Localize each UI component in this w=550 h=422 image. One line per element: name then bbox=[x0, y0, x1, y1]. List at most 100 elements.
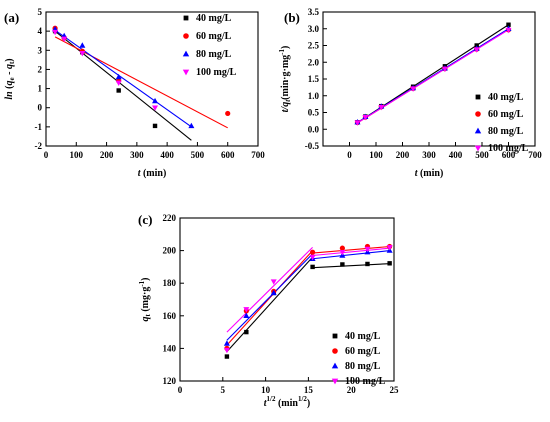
x-tick-label: 25 bbox=[390, 385, 400, 395]
x-tick-label: 400 bbox=[160, 150, 174, 160]
x-axis-var: t bbox=[415, 168, 419, 179]
data-point-4 bbox=[152, 105, 159, 111]
x-tick-label: 100 bbox=[369, 150, 383, 160]
y-tick-label: 4 bbox=[38, 26, 43, 36]
y-tick-label: 200 bbox=[163, 246, 177, 256]
x-tick-label: 300 bbox=[130, 150, 144, 160]
y-tick-label: 0 bbox=[38, 103, 43, 113]
legend-marker-3 bbox=[474, 127, 482, 134]
data-point-4 bbox=[410, 86, 417, 92]
data-point-3 bbox=[270, 289, 277, 296]
y-tick-label: 2.0 bbox=[308, 57, 320, 67]
data-point-4 bbox=[243, 307, 250, 313]
y-tick-label: 1.5 bbox=[308, 74, 320, 84]
data-point-2 bbox=[309, 249, 316, 255]
fit-line-2-1 bbox=[226, 250, 313, 346]
x-axis-unit: (min) bbox=[140, 168, 166, 179]
legend-marker-3 bbox=[182, 50, 190, 57]
y-tick-label: 180 bbox=[163, 278, 177, 288]
x-tick-label: 700 bbox=[528, 150, 542, 160]
data-point-1 bbox=[506, 22, 511, 27]
legend-label-3: 80 mg/L bbox=[196, 49, 232, 60]
data-point-4 bbox=[386, 245, 393, 251]
x-tick-label: 200 bbox=[396, 150, 410, 160]
x-tick-label: 15 bbox=[304, 385, 314, 395]
y-tick-label: 3.5 bbox=[308, 7, 320, 17]
legend-marker-1 bbox=[332, 333, 338, 339]
chart-panel-3: 0 5 10 15 20 25 120 140 160 180 200 220 40 mg/L 60 mg… bbox=[138, 212, 399, 409]
fit-line-2-2 bbox=[312, 245, 390, 254]
x-tick-label: 600 bbox=[221, 150, 235, 160]
legend-marker-3 bbox=[331, 362, 339, 369]
x-axis-unit-exp: 1/2 bbox=[298, 395, 307, 403]
y-axis-title: qt (mg·g-1) bbox=[138, 277, 152, 321]
data-point-1 bbox=[116, 88, 121, 93]
x-axis-unit-close: ) bbox=[307, 398, 310, 409]
y-tick-label: 3 bbox=[38, 45, 43, 55]
legend-label-1: 40 mg/L bbox=[196, 13, 232, 24]
fit-line-1-2 bbox=[312, 263, 390, 269]
data-point-3 bbox=[79, 42, 86, 48]
legend-marker-2 bbox=[332, 348, 338, 354]
legend-label-2: 60 mg/L bbox=[345, 346, 381, 357]
legend-marker-1 bbox=[475, 94, 481, 100]
data-point-3 bbox=[152, 97, 159, 104]
x-tick-label: 600 bbox=[502, 150, 516, 160]
fit-line-3-1 bbox=[226, 253, 313, 341]
legend-label-1: 40 mg/L bbox=[345, 331, 381, 342]
data-point-1 bbox=[244, 329, 249, 335]
data-point-4 bbox=[354, 120, 361, 126]
legend-marker-4 bbox=[182, 69, 190, 76]
y-axis-title: ln (qe - qt) bbox=[4, 58, 16, 99]
x-tick-label: 100 bbox=[70, 150, 84, 160]
x-tick-label: 0 bbox=[178, 385, 183, 395]
y-tick-label: 0.5 bbox=[308, 108, 320, 118]
y-tick-label: -0.5 bbox=[305, 141, 320, 151]
data-point-1 bbox=[224, 354, 230, 359]
legend-label-3: 80 mg/L bbox=[345, 361, 381, 372]
x-tick-label: 700 bbox=[251, 150, 265, 160]
data-point-4 bbox=[52, 29, 59, 36]
chart-panel-1: 0 100 200 300 400 500 600 700 -2 -1 0 1 2 3 4 5 40 mg/L 6… bbox=[4, 7, 265, 179]
x-axis-unit: (min) bbox=[417, 168, 443, 179]
data-point-2 bbox=[339, 245, 345, 251]
data-point-1 bbox=[365, 261, 370, 267]
legend-marker-2 bbox=[475, 111, 481, 117]
data-point-4 bbox=[223, 347, 230, 354]
legend-marker-4 bbox=[474, 145, 482, 152]
data-point-1 bbox=[310, 264, 315, 270]
y-tick-label: 0.0 bbox=[308, 124, 320, 134]
x-axis-exp: 1/2 bbox=[267, 395, 276, 403]
legend-marker-4 bbox=[331, 378, 339, 385]
data-point-4 bbox=[441, 66, 448, 73]
data-point-4 bbox=[378, 104, 385, 111]
x-axis-title: t (min) bbox=[138, 168, 167, 179]
x-axis-title: t1/2 (min1/2) bbox=[264, 395, 311, 409]
y-tick-label: 1 bbox=[38, 84, 43, 94]
y-tick-label: 2.5 bbox=[308, 41, 320, 51]
data-point-4 bbox=[505, 27, 512, 34]
data-point-3 bbox=[188, 122, 195, 129]
legend-label-2: 60 mg/L bbox=[488, 109, 524, 120]
y-axis-title: t/qt(min·g·mg-1) bbox=[278, 46, 292, 113]
panel-label: (b) bbox=[284, 10, 300, 25]
data-point-4 bbox=[270, 279, 277, 285]
legend-marker-1 bbox=[183, 15, 189, 21]
data-point-4 bbox=[364, 246, 371, 253]
y-tick-label: 3.0 bbox=[308, 24, 320, 34]
y-tick-label: -1 bbox=[35, 122, 43, 132]
panel-label: (c) bbox=[138, 212, 152, 227]
data-point-1 bbox=[387, 261, 392, 266]
y-tick-label: 220 bbox=[163, 213, 177, 223]
fit-line-1-1 bbox=[226, 256, 313, 353]
data-point-4 bbox=[309, 254, 316, 261]
data-point-3 bbox=[223, 340, 230, 346]
x-axis-unit: (min bbox=[275, 398, 298, 409]
legend-label-1: 40 mg/L bbox=[488, 92, 524, 103]
legend-label-3: 80 mg/L bbox=[488, 126, 524, 137]
y-tick-label: 160 bbox=[163, 311, 177, 321]
y-tick-label: 140 bbox=[163, 343, 177, 353]
data-point-4 bbox=[362, 114, 369, 121]
x-tick-label: 20 bbox=[347, 385, 357, 395]
